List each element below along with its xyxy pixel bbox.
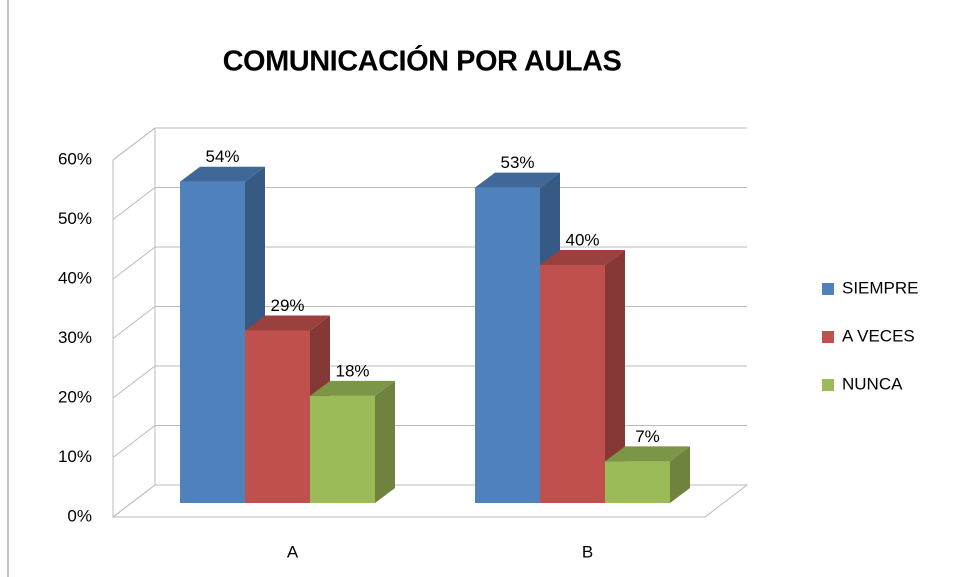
chart-title: COMUNICACIÓN POR AULAS bbox=[223, 44, 622, 78]
x-tick-label: B bbox=[582, 542, 593, 561]
bar-top bbox=[180, 166, 265, 182]
value-label: 7% bbox=[635, 427, 660, 446]
value-label: 29% bbox=[270, 296, 304, 315]
value-label: 54% bbox=[205, 147, 239, 166]
legend-swatch bbox=[822, 283, 834, 295]
bar-top bbox=[310, 380, 395, 396]
legend-label: A VECES bbox=[842, 326, 915, 345]
bar-side bbox=[670, 446, 690, 503]
grid-line bbox=[112, 127, 747, 161]
bar-top bbox=[605, 446, 690, 462]
bar-top bbox=[475, 172, 560, 188]
bar bbox=[605, 461, 670, 503]
y-tick-label: 20% bbox=[58, 387, 92, 406]
bar-top bbox=[540, 250, 625, 265]
bar bbox=[540, 265, 605, 503]
y-tick-label: 0% bbox=[67, 506, 92, 525]
y-tick-label: 50% bbox=[58, 209, 92, 228]
bar bbox=[245, 330, 310, 503]
bar bbox=[180, 181, 245, 503]
bar-side bbox=[375, 380, 395, 503]
value-label: 18% bbox=[335, 361, 369, 380]
bar-top bbox=[245, 315, 330, 331]
y-tick-label: 30% bbox=[58, 328, 92, 347]
y-tick-label: 10% bbox=[58, 447, 92, 466]
y-tick-label: 60% bbox=[58, 149, 92, 168]
legend-swatch bbox=[822, 331, 834, 343]
value-label: 40% bbox=[565, 230, 599, 249]
legend-swatch bbox=[822, 379, 834, 391]
value-label: 53% bbox=[500, 153, 534, 172]
x-tick-label: A bbox=[287, 542, 299, 561]
y-tick-label: 40% bbox=[58, 268, 92, 287]
bar-side bbox=[605, 250, 625, 503]
bar bbox=[475, 187, 540, 503]
legend-label: NUNCA bbox=[842, 374, 903, 393]
bar bbox=[310, 395, 375, 503]
legend-label: SIEMPRE bbox=[842, 278, 919, 297]
